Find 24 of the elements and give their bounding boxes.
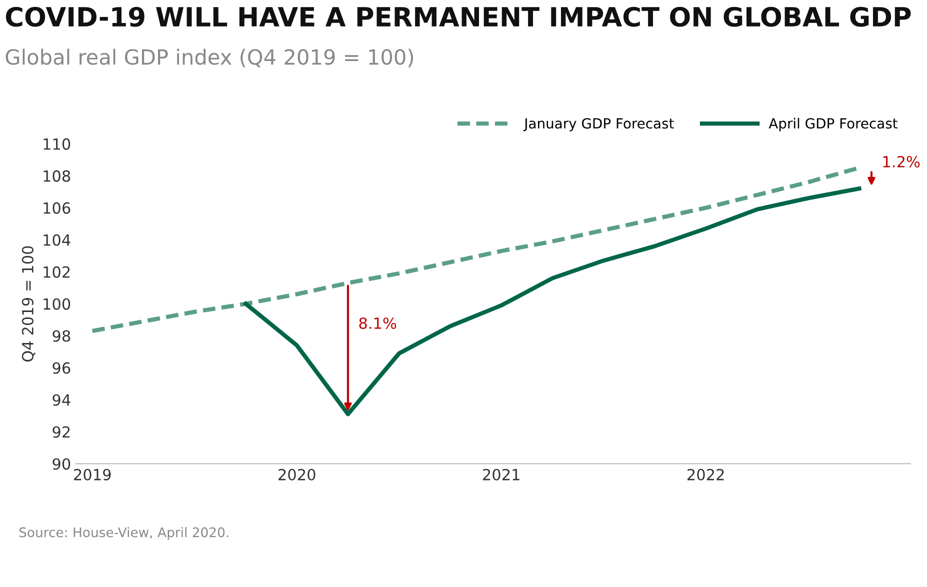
y-tick-label: 96: [52, 362, 70, 374]
annotation: 8.1%: [359, 317, 396, 329]
line-series: [244, 186, 862, 416]
legend-label: January GDP Forecast: [523, 118, 674, 132]
annotation: 1.2%: [883, 156, 920, 168]
x-tick-label: 2022: [688, 468, 724, 480]
y-tick-label: 100: [44, 298, 70, 310]
y-tick-label: 94: [52, 394, 70, 406]
y-axis-title: Q4 2019 = 100: [22, 246, 36, 362]
chart-title: COVID-19 WILL HAVE A PERMANENT IMPACT ON GLOBAL GDP: [6, 6, 911, 27]
x-tick-label: 2019: [74, 468, 111, 480]
y-tick-label: 102: [44, 266, 70, 278]
y-tick-label: 92: [52, 426, 70, 438]
y-tick-label: 108: [44, 170, 70, 182]
y-tick-label: 98: [52, 330, 70, 342]
chart-subtitle: Global real GDP index (Q4 2019 = 100): [6, 48, 414, 68]
legend-label: April GDP Forecast: [768, 118, 898, 132]
x-tick-label: 2021: [483, 468, 520, 480]
y-tick-label: 110: [44, 138, 70, 150]
y-tick-label: 106: [44, 202, 70, 214]
x-tick-label: 2020: [278, 468, 316, 480]
y-tick-label: 90: [52, 458, 70, 470]
source-note: Source: House-View, April 2020.: [19, 527, 228, 540]
y-tick-label: 104: [44, 234, 70, 246]
